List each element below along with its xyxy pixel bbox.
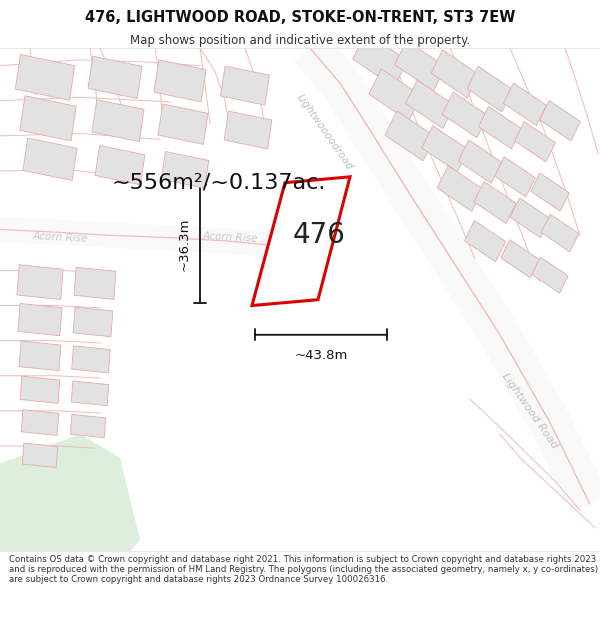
- Polygon shape: [385, 111, 435, 161]
- Polygon shape: [71, 381, 109, 406]
- Polygon shape: [17, 265, 63, 299]
- Text: ~556m²/~0.137ac.: ~556m²/~0.137ac.: [112, 173, 326, 192]
- Polygon shape: [88, 56, 142, 99]
- Polygon shape: [21, 409, 59, 436]
- Polygon shape: [19, 341, 61, 371]
- Polygon shape: [541, 214, 579, 252]
- Text: Acorn Rise: Acorn Rise: [32, 231, 88, 244]
- Polygon shape: [515, 122, 556, 162]
- Polygon shape: [20, 376, 60, 403]
- Polygon shape: [224, 111, 272, 149]
- Polygon shape: [531, 173, 569, 211]
- Polygon shape: [395, 41, 445, 91]
- Polygon shape: [16, 54, 74, 100]
- Polygon shape: [252, 177, 350, 306]
- Polygon shape: [353, 32, 407, 87]
- Polygon shape: [474, 182, 516, 224]
- Polygon shape: [95, 146, 145, 185]
- Polygon shape: [22, 443, 58, 468]
- Polygon shape: [437, 166, 483, 211]
- Polygon shape: [494, 157, 535, 197]
- Polygon shape: [74, 268, 116, 299]
- Text: 476, LIGHTWOOD ROAD, STOKE-ON-TRENT, ST3 7EW: 476, LIGHTWOOD ROAD, STOKE-ON-TRENT, ST3…: [85, 9, 515, 24]
- Polygon shape: [539, 101, 580, 141]
- Polygon shape: [73, 307, 113, 337]
- Polygon shape: [92, 99, 144, 142]
- Polygon shape: [532, 257, 568, 293]
- Polygon shape: [18, 304, 62, 336]
- Polygon shape: [422, 126, 468, 172]
- Polygon shape: [458, 140, 502, 183]
- Polygon shape: [510, 198, 550, 238]
- Polygon shape: [161, 151, 209, 188]
- Text: Lightwoooodroad: Lightwoooodroad: [295, 92, 355, 172]
- Polygon shape: [369, 69, 421, 121]
- Polygon shape: [70, 414, 106, 437]
- Polygon shape: [431, 50, 479, 98]
- Text: ~43.8m: ~43.8m: [295, 349, 347, 362]
- Polygon shape: [158, 104, 208, 144]
- Polygon shape: [479, 106, 521, 149]
- Polygon shape: [467, 66, 513, 112]
- Polygon shape: [501, 239, 539, 278]
- Polygon shape: [464, 221, 506, 262]
- Polygon shape: [71, 346, 110, 373]
- Text: ~36.3m: ~36.3m: [178, 217, 191, 271]
- Polygon shape: [23, 138, 77, 181]
- Polygon shape: [154, 60, 206, 102]
- Polygon shape: [406, 80, 454, 129]
- Text: Contains OS data © Crown copyright and database right 2021. This information is : Contains OS data © Crown copyright and d…: [9, 554, 598, 584]
- Text: Acorn Rise: Acorn Rise: [202, 231, 258, 244]
- Polygon shape: [20, 96, 76, 141]
- Polygon shape: [442, 92, 488, 138]
- Polygon shape: [221, 66, 269, 105]
- Text: Map shows position and indicative extent of the property.: Map shows position and indicative extent…: [130, 34, 470, 47]
- Polygon shape: [0, 434, 140, 551]
- Text: 476: 476: [293, 221, 346, 249]
- Text: Lightwood Road: Lightwood Road: [500, 371, 560, 451]
- Polygon shape: [503, 83, 547, 126]
